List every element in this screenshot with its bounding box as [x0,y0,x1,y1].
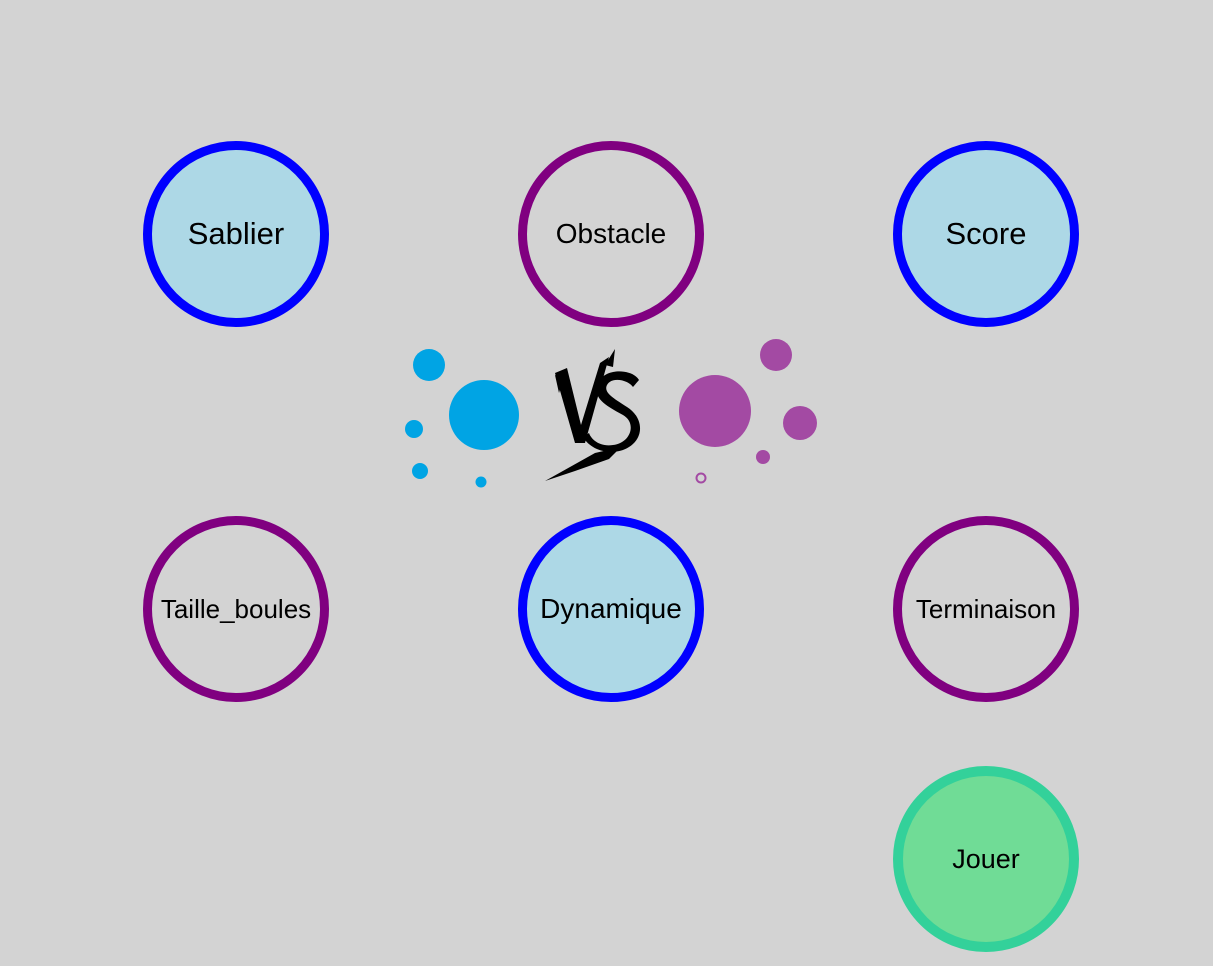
option-taille-boules-label: Taille_boules [160,593,312,624]
blue-bubble [412,463,428,479]
blue-bubble [413,349,445,381]
option-sablier-label: Sablier [187,216,285,251]
option-dynamique-label: Dynamique [540,593,682,624]
vs-icon [545,349,641,481]
option-score-label: Score [945,216,1027,251]
purple-bubble [695,472,707,484]
option-terminaison-label: Terminaison [915,593,1057,624]
option-sablier-toggle[interactable]: Sablier [143,141,329,327]
purple-bubble [756,450,770,464]
blue-bubble [475,476,487,488]
purple-bubble [760,339,792,371]
blue-bubble [449,380,519,450]
option-terminaison-toggle[interactable]: Terminaison [893,516,1079,702]
option-score-toggle[interactable]: Score [893,141,1079,327]
play-button-label: Jouer [952,843,1020,874]
option-obstacle-label: Obstacle [555,218,667,249]
purple-bubble [783,406,817,440]
versus-logo [405,339,817,488]
play-button[interactable]: Jouer [893,766,1079,952]
blue-bubble [405,420,423,438]
purple-bubble [679,375,751,447]
option-obstacle-toggle[interactable]: Obstacle [518,141,704,327]
option-dynamique-toggle[interactable]: Dynamique [518,516,704,702]
option-taille-boules-toggle[interactable]: Taille_boules [143,516,329,702]
